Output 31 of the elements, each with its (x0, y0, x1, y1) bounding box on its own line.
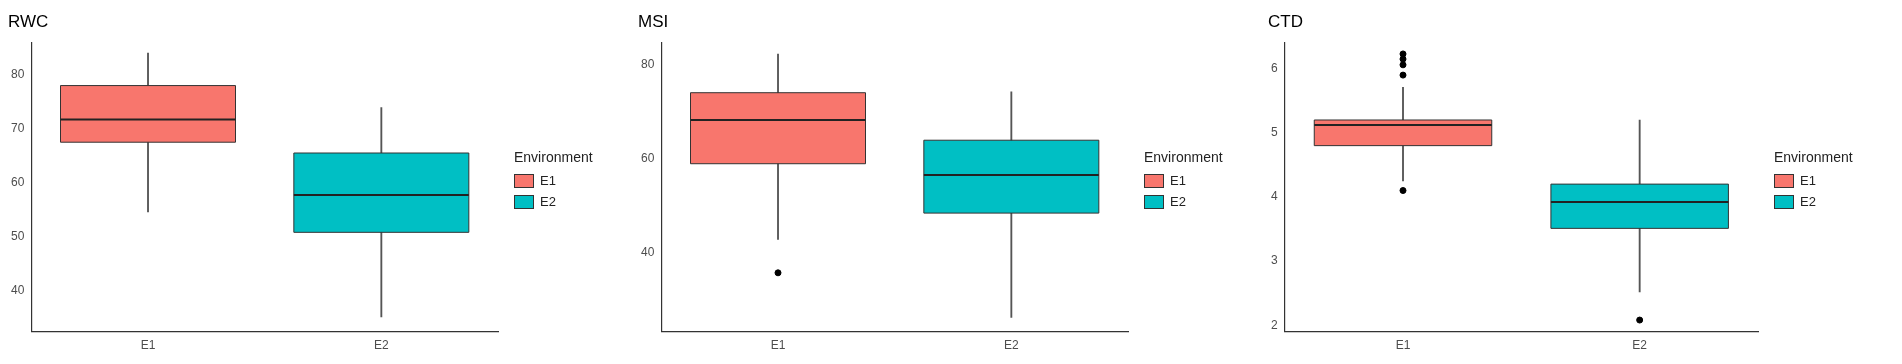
y-tick-label: 3 (1270, 253, 1278, 268)
legend-label: E2 (1170, 194, 1186, 209)
y-tick-label: 6 (1270, 61, 1278, 75)
x-tick-label: E1 (140, 338, 156, 353)
x-tick-label: E2 (1632, 338, 1648, 353)
legend-title: Environment (514, 149, 594, 165)
x-tick-label: E1 (770, 338, 786, 353)
x-tick-label: E1 (1395, 338, 1411, 353)
legend-label: E2 (1800, 194, 1816, 209)
chart-title: MSI (638, 11, 669, 31)
chart-title: CTD (1268, 11, 1303, 31)
y-tick-label: 4 (1270, 189, 1278, 204)
x-tick-label: E2 (373, 338, 389, 353)
y-tick-label: 60 (10, 175, 25, 189)
y-tick-label: 70 (10, 121, 25, 136)
x-tick-label: E2 (1003, 338, 1019, 353)
legend-label: E1 (1170, 173, 1186, 188)
y-tick-label: 60 (640, 150, 655, 165)
legend-label: E1 (540, 173, 556, 188)
y-tick-label: 5 (1270, 125, 1278, 140)
legend-title: Environment (1144, 149, 1224, 165)
y-tick-label: 80 (10, 67, 25, 82)
legend-label: E2 (540, 194, 556, 209)
legend-label: E1 (1800, 173, 1816, 188)
y-tick-label: 40 (640, 244, 655, 259)
legend-title: Environment (1774, 149, 1854, 165)
chart-title: RWC (8, 11, 49, 31)
y-tick-label: 50 (10, 228, 25, 243)
y-tick-label: 40 (10, 282, 25, 297)
y-tick-label: 2 (1270, 317, 1278, 332)
y-tick-label: 80 (640, 56, 655, 71)
